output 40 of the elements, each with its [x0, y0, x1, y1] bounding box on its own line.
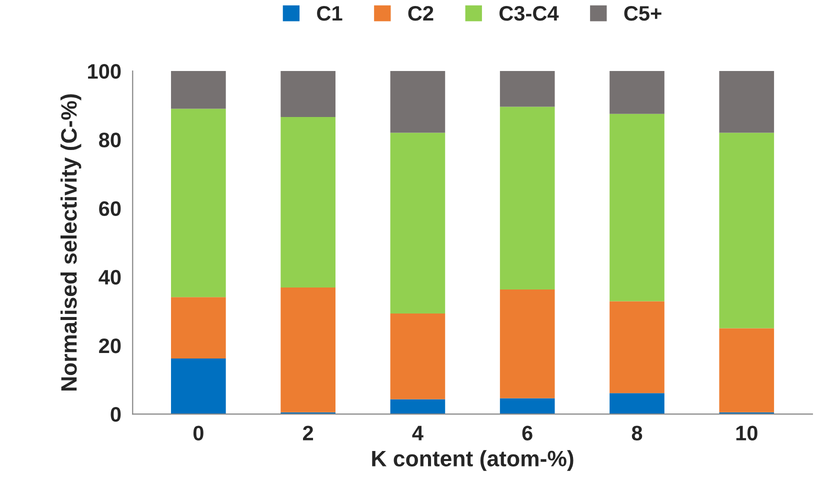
y-tick-label: 20 — [99, 338, 121, 354]
x-axis-title: K content (atom-%) — [372, 450, 574, 471]
legend-label: C2 — [408, 6, 434, 21]
x-tick-label: 6 — [522, 426, 532, 440]
x-tick-label: 4 — [412, 426, 424, 440]
bar — [390, 132, 446, 314]
bar — [500, 71, 555, 107]
y-tick-label: 60 — [99, 201, 121, 216]
bar — [390, 399, 446, 414]
y-tick-label: 80 — [99, 132, 121, 148]
bar — [280, 287, 336, 412]
bar — [719, 132, 774, 328]
bar — [500, 290, 555, 398]
bar — [719, 328, 774, 412]
bar — [390, 314, 446, 400]
legend-label: C3-C4 — [499, 6, 559, 21]
x-tick-label: 0 — [193, 426, 204, 440]
bar — [171, 71, 226, 109]
bar — [610, 114, 664, 302]
x-tick-label: 8 — [632, 426, 642, 440]
bar — [500, 106, 555, 290]
bar — [719, 71, 774, 133]
y-tick-label: 40 — [98, 270, 121, 285]
bar — [171, 358, 226, 414]
x-tick-label: 2 — [302, 426, 314, 440]
y-tick-label: 100 — [88, 64, 121, 79]
bar — [171, 297, 226, 358]
bar — [171, 108, 226, 298]
legend-label: C5+ — [624, 6, 662, 21]
bar — [610, 301, 664, 394]
bar — [500, 398, 555, 414]
bar — [610, 71, 664, 114]
x-tick-label: 10 — [736, 426, 758, 440]
bar — [280, 71, 336, 118]
y-axis-title: Normalised selectivity (C-%) — [60, 94, 82, 390]
bar — [610, 393, 664, 414]
y-tick-label: 0 — [110, 407, 121, 422]
legend-label: C1 — [317, 6, 342, 21]
bar — [280, 117, 336, 288]
bar — [390, 71, 446, 133]
